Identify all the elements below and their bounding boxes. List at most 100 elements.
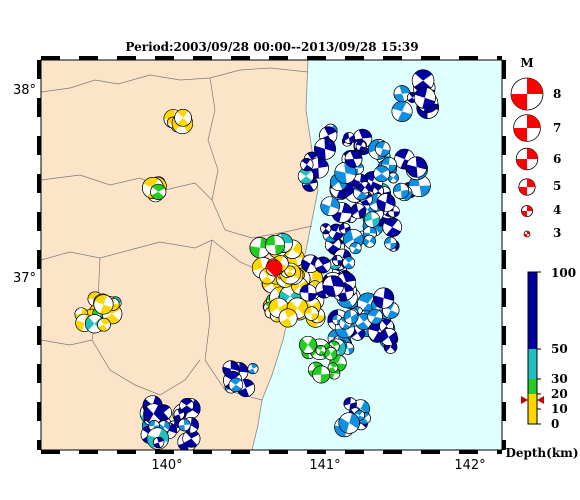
focal-mechanism [367,308,383,325]
focal-mechanism [382,217,403,238]
depth-tick-100: 100 [551,266,576,280]
focal-mechanism [343,397,357,411]
magnitude-symbols [510,77,544,238]
map-area [41,60,502,450]
depth-tick-0: 0 [551,417,559,431]
frame-tick-right [502,136,506,155]
frame-tick-marks [37,56,506,454]
mag-label-8: 8 [553,87,561,101]
depth-tick-20: 20 [551,387,568,401]
frame-tick-bottom [345,450,364,454]
map-title: Period:2003/09/28 00:00--2013/09/28 15:3… [125,40,418,54]
lat-label-37: 37° [13,271,36,286]
magnitude-symbol-6 [515,147,539,171]
focal-mechanism [324,347,338,361]
frame-tick-bottom [41,450,60,454]
focal-mechanism [322,275,344,297]
frame-tick-bottom [79,450,98,454]
frame-tick-top [155,56,174,60]
depth-band [528,409,537,424]
target-event [265,259,283,277]
focal-mechanism [320,196,340,217]
mag-label-6: 6 [553,152,561,166]
focal-mechanism [384,236,398,250]
frame-tick-left [37,326,41,345]
mag-label-7: 7 [553,121,561,135]
focal-mechanism [373,287,395,309]
focal-mechanism [284,265,296,277]
frame-tick-right [502,250,506,269]
frame-tick-bottom [231,450,250,454]
magnitude-symbol-8 [510,77,544,111]
focal-mechanism [179,398,194,413]
magnitude-legend-header: M [520,56,533,70]
frame-tick-left [37,60,41,79]
magnitude-symbol-4 [521,204,534,217]
lon-label-142: 142° [454,458,485,473]
lon-label-140: 140° [151,458,182,473]
frame-tick-left [37,250,41,269]
frame-tick-bottom [155,450,174,454]
focal-mechanism [331,254,343,266]
focal-mechanism [393,182,410,200]
depth-band [528,394,537,409]
focal-mechanism [314,137,336,160]
frame-tick-left [37,136,41,155]
depth-tick-marks [537,271,541,425]
focal-mechanism [349,242,362,255]
focal-mechanism [338,412,360,434]
focal-mechanism [334,161,357,184]
frame-tick-right [502,174,506,193]
depth-marker [521,396,544,404]
frame-tick-bottom [421,450,440,454]
depth-tick-10: 10 [551,402,568,416]
frame-tick-top [383,56,402,60]
frame-tick-top [41,56,60,60]
frame-tick-right [502,326,506,345]
frame-tick-top [497,56,502,60]
frame-tick-left [37,212,41,231]
focal-mechanism [247,363,259,375]
frame-tick-top [421,56,440,60]
focal-mechanism-layer [74,69,439,450]
depth-colorbar [528,272,537,424]
focal-mechanism [304,306,319,321]
focal-mechanism [299,284,317,302]
focal-mechanism [379,328,398,346]
focal-mechanism [408,174,431,198]
frame-tick-left [37,288,41,307]
frame-tick-right [502,402,506,421]
frame-tick-left [37,174,41,193]
focal-mechanism [355,140,367,152]
magnitude-legend: M 8 7 6 5 4 3 [510,56,561,240]
mag-label-3: 3 [553,226,561,240]
frame-tick-bottom [307,450,326,454]
frame-tick-top [117,56,136,60]
frame-tick-top [231,56,250,60]
depth-band [528,379,537,394]
focal-mechanism [376,193,396,213]
frame-tick-bottom [269,450,288,454]
focal-mechanism [327,362,339,373]
frame-tick-left [37,440,41,450]
depth-tick-30: 30 [551,372,568,386]
depth-tick-50: 50 [551,342,568,356]
map-frame [37,56,506,454]
frame-tick-top [345,56,364,60]
focal-mechanism [228,377,244,393]
frame-tick-top [307,56,326,60]
focal-mechanism [391,100,413,122]
frame-tick-right [502,364,506,383]
focal-mechanism [301,254,320,274]
lat-label-38: 38° [13,83,36,98]
frame-tick-bottom [383,450,402,454]
focal-mechanism [152,436,165,449]
frame-tick-top [459,56,478,60]
focal-mechanism [178,418,191,432]
focal-mechanism [299,335,317,354]
focal-mechanism [358,181,372,194]
focal-mechanism [373,165,390,182]
frame-tick-left [37,402,41,421]
frame-tick-right [502,288,506,307]
